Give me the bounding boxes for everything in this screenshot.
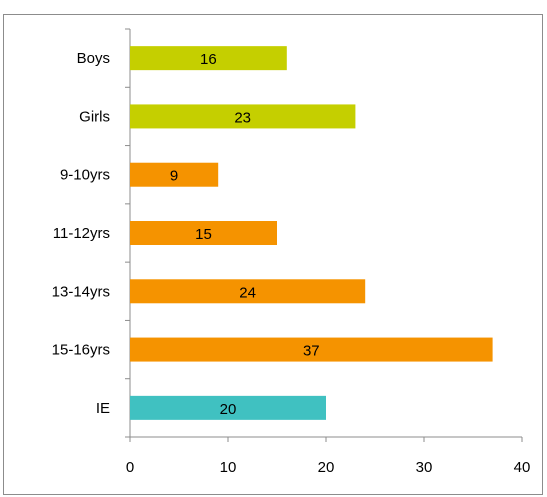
bar [130,279,366,304]
bar [130,395,326,420]
y-tick-label: 13-14yrs [52,283,110,300]
x-tick-label: 20 [318,459,335,476]
data-label: 16 [200,51,217,68]
y-tick-label: IE [96,400,110,417]
data-label: 24 [239,284,256,301]
data-label: 23 [234,109,251,126]
bar [130,104,356,129]
y-tick-label: 9-10yrs [60,167,110,184]
data-label: 15 [195,226,212,243]
data-label: 20 [220,401,237,418]
bar [130,162,219,187]
bar [130,46,287,71]
data-label: 9 [170,168,178,185]
y-tick-label: Girls [79,108,110,125]
data-label: 37 [303,343,320,360]
x-tick-label: 40 [514,459,531,476]
bar [130,221,277,245]
y-tick-label: Boys [77,50,110,67]
x-tick-label: 0 [126,459,134,476]
x-tick-label: 10 [220,459,237,476]
y-tick-label: 11-12yrs [53,225,110,242]
y-tick-label: 15-16yrs [52,342,110,359]
x-tick-label: 30 [416,459,433,476]
bar [130,337,493,362]
